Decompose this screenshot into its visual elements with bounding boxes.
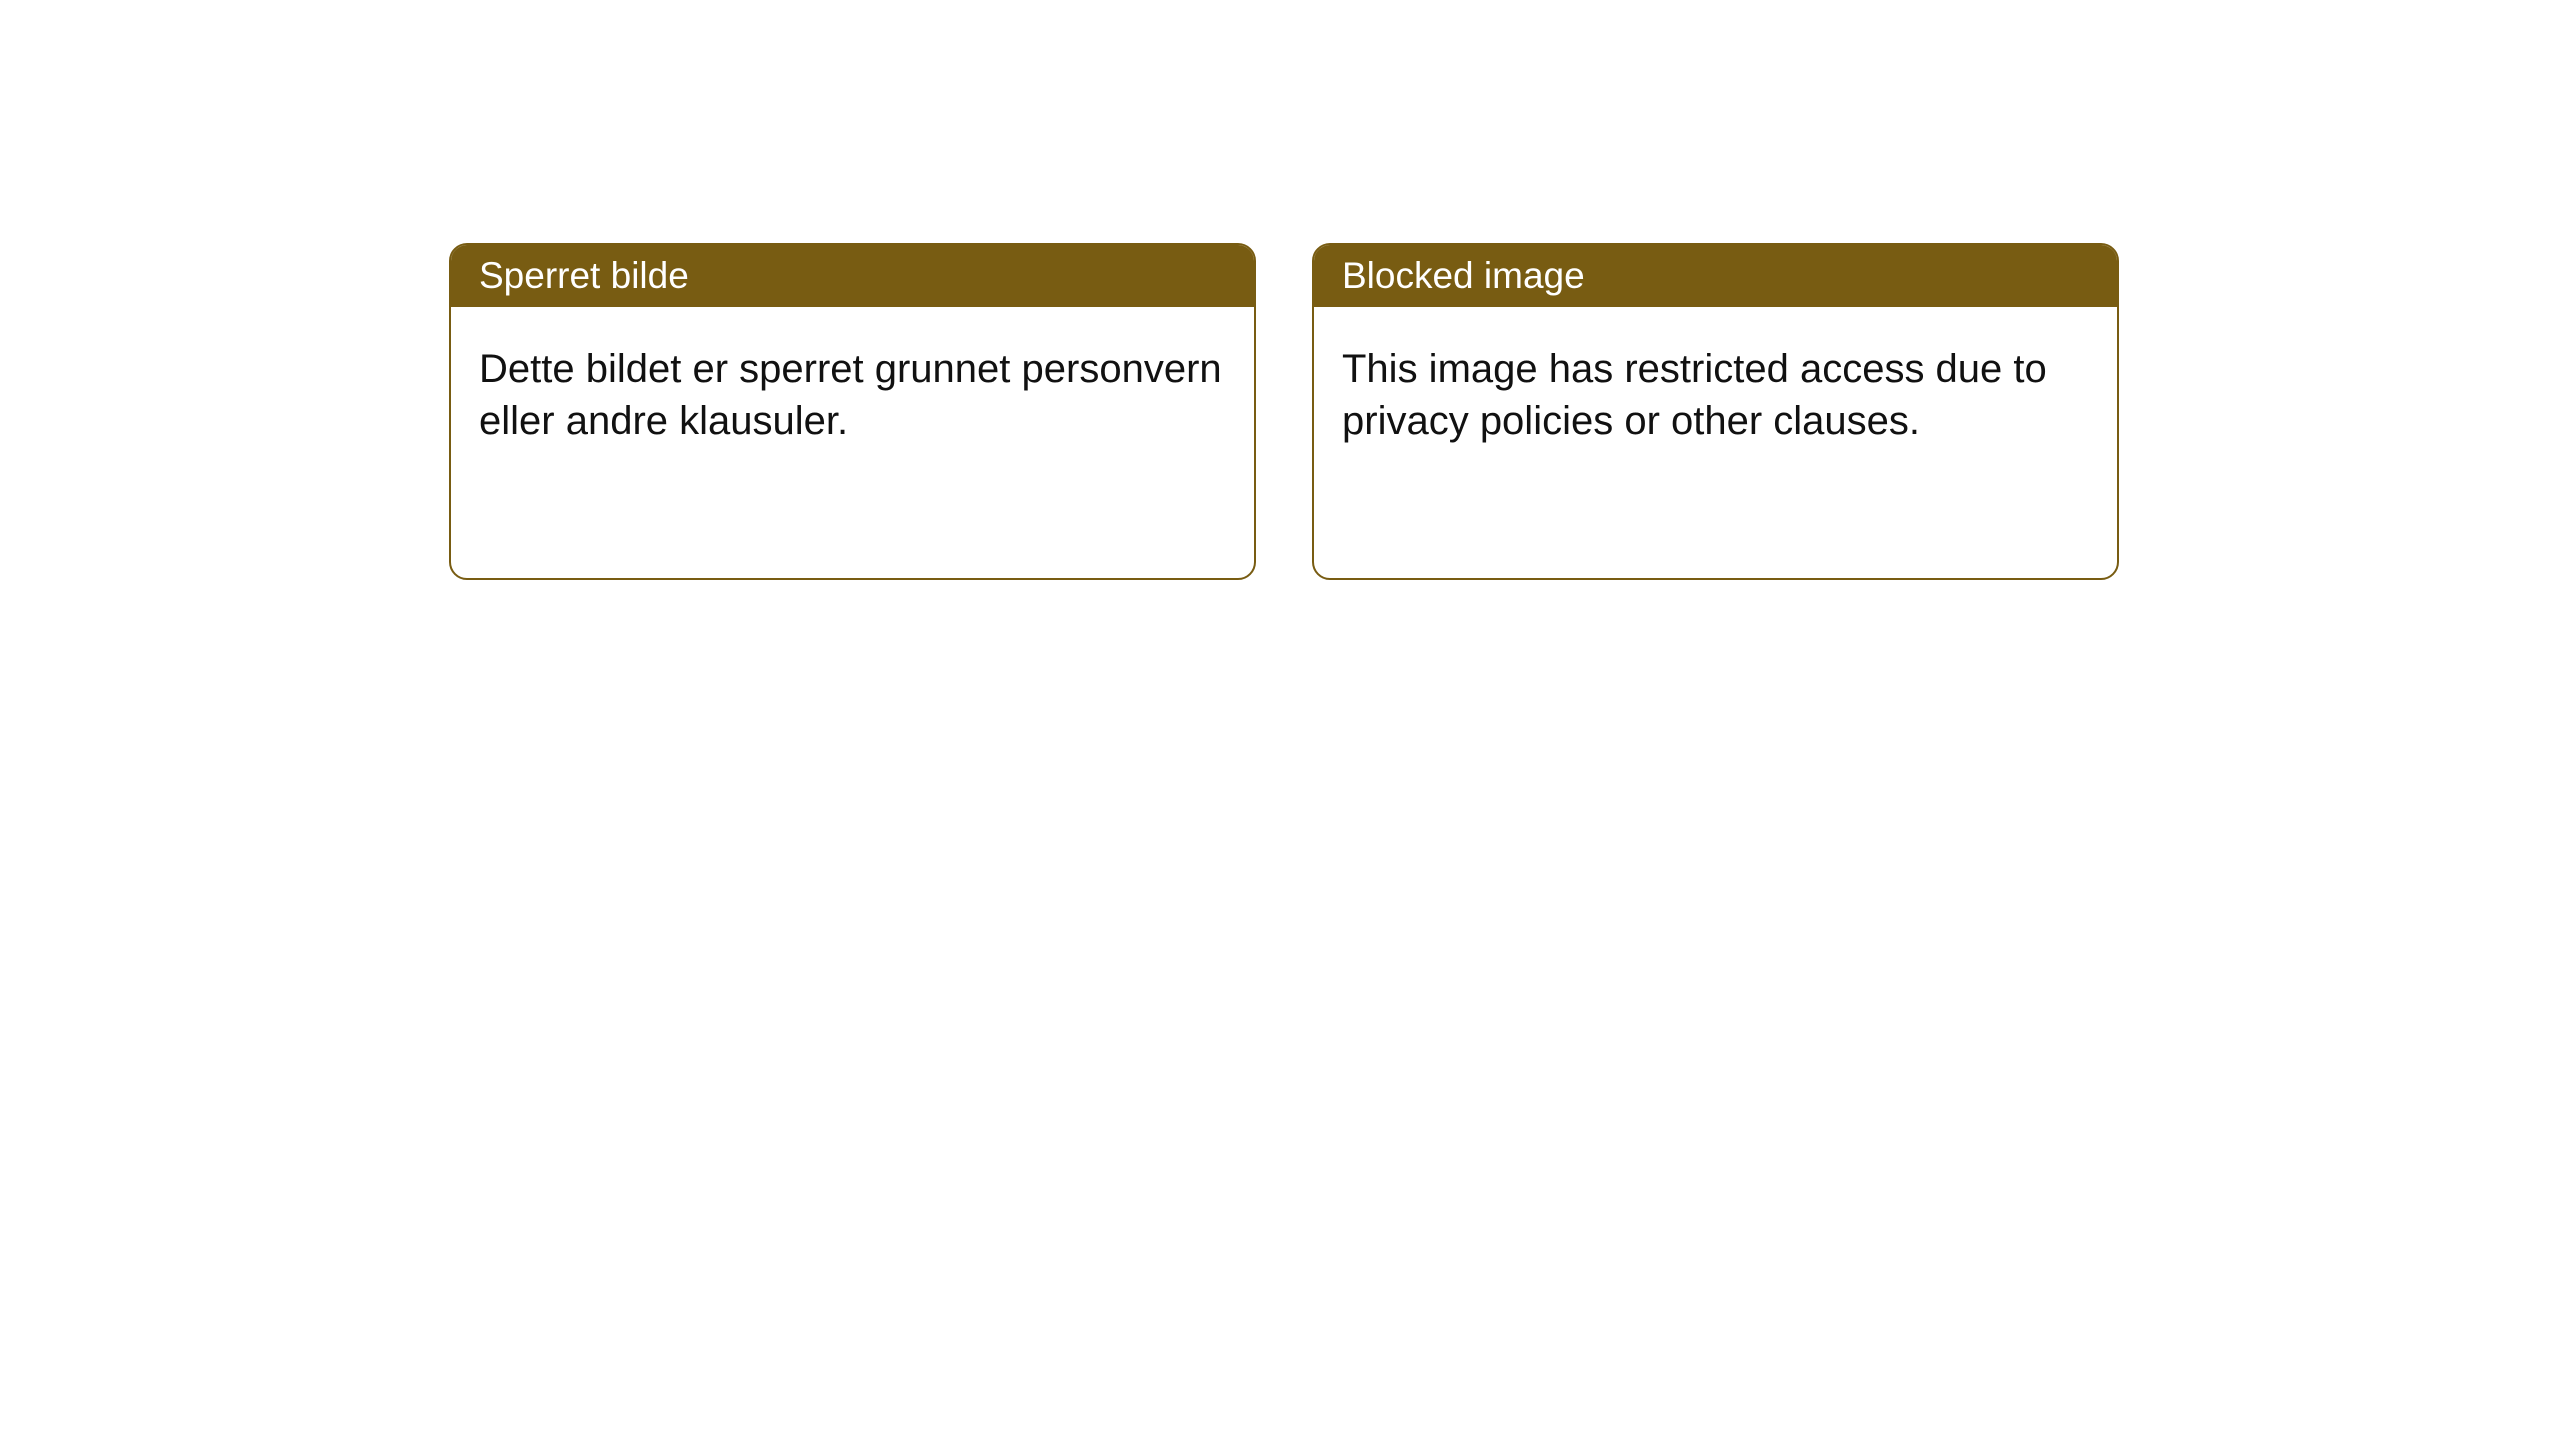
card-body: Dette bildet er sperret grunnet personve…: [451, 307, 1254, 483]
card-body: This image has restricted access due to …: [1314, 307, 2117, 483]
card-norwegian: Sperret bilde Dette bildet er sperret gr…: [449, 243, 1256, 580]
card-header: Blocked image: [1314, 245, 2117, 307]
card-english: Blocked image This image has restricted …: [1312, 243, 2119, 580]
card-body-text: Dette bildet er sperret grunnet personve…: [479, 347, 1222, 443]
card-body-text: This image has restricted access due to …: [1342, 347, 2047, 443]
card-header: Sperret bilde: [451, 245, 1254, 307]
card-title: Sperret bilde: [479, 255, 689, 296]
cards-container: Sperret bilde Dette bildet er sperret gr…: [449, 243, 2119, 580]
card-title: Blocked image: [1342, 255, 1585, 296]
